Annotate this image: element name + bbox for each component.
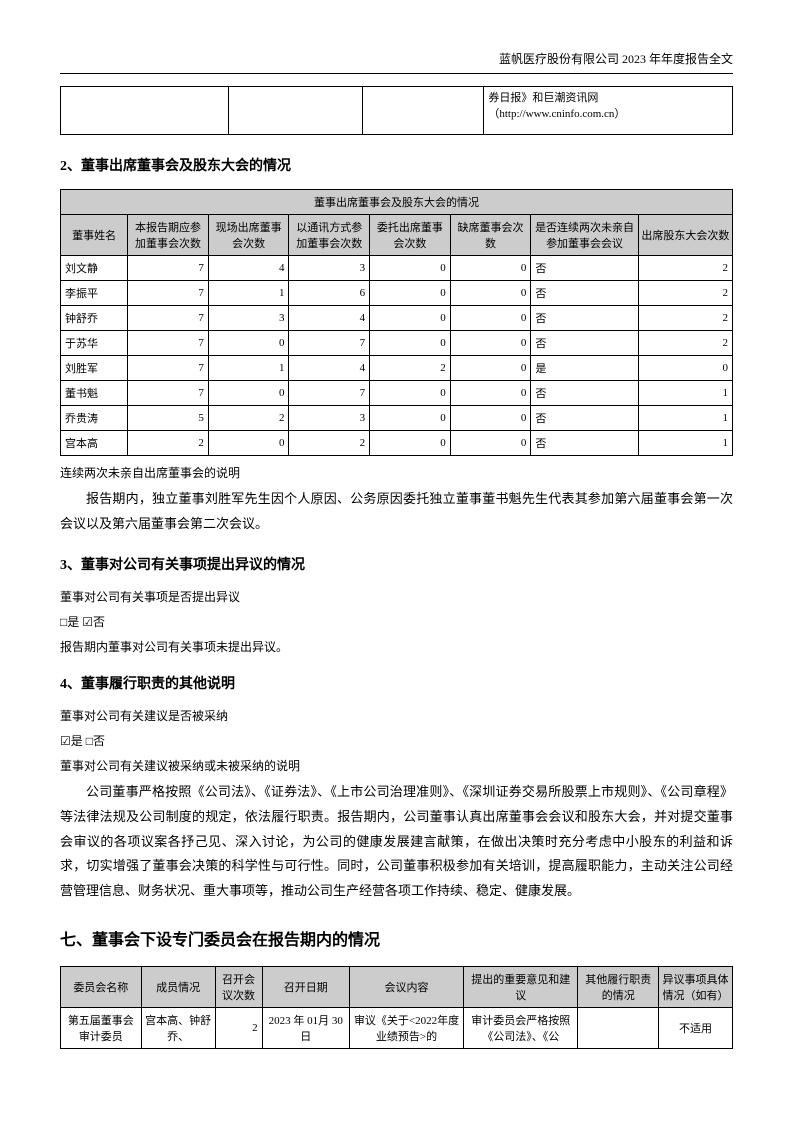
section4-checkbox: ☑是 □否	[60, 732, 733, 749]
top-cell-4: 券日报》和巨潮资讯网（http://www.cninfo.com.cn）	[484, 87, 733, 135]
page-header: 蓝帆医疗股份有限公司 2023 年年度报告全文	[60, 50, 733, 74]
table-row: 钟舒乔73400否2	[61, 306, 733, 331]
committee-col-3: 召开日期	[262, 966, 349, 1007]
committee-col-7: 异议事项具体情况（如有）	[659, 966, 733, 1007]
table-row: 于苏华70700否2	[61, 331, 733, 356]
top-cell-3	[363, 87, 484, 135]
col-header-6: 是否连续两次未亲自参加董事会会议	[531, 215, 639, 256]
section4-title: 4、董事履行职责的其他说明	[60, 673, 733, 693]
section4-para: 公司董事严格按照《公司法》、《证券法》、《上市公司治理准则》、《深圳证券交易所股…	[60, 780, 733, 903]
section3-title: 3、董事对公司有关事项提出异议的情况	[60, 554, 733, 574]
section3-line1: 董事对公司有关事项是否提出异议	[60, 588, 733, 605]
top-cell-1	[61, 87, 229, 135]
section2-title: 2、董事出席董事会及股东大会的情况	[60, 155, 733, 175]
top-reference-table: 券日报》和巨潮资讯网（http://www.cninfo.com.cn）	[60, 86, 733, 135]
table-row: 李振平71600否2	[61, 281, 733, 306]
committee-col-6: 其他履行职责的情况	[578, 966, 659, 1007]
table-row: 董书魁70700否1	[61, 381, 733, 406]
section2-note: 连续两次未亲自出席董事会的说明	[60, 464, 733, 481]
table-row: 宫本高20200否1	[61, 431, 733, 456]
committee-table: 委员会名称 成员情况 召开会议次数 召开日期 会议内容 提出的重要意见和建议 其…	[60, 966, 733, 1049]
committee-col-5: 提出的重要意见和建议	[464, 966, 578, 1007]
committee-col-4: 会议内容	[349, 966, 463, 1007]
committee-col-1: 成员情况	[141, 966, 215, 1007]
section3-checkbox: □是 ☑否	[60, 613, 733, 630]
col-header-4: 委托出席董事会次数	[370, 215, 451, 256]
section4-line1: 董事对公司有关建议是否被采纳	[60, 707, 733, 724]
section2-para: 报告期内，独立董事刘胜军先生因个人原因、公务原因委托独立董事董书魁先生代表其参加…	[60, 487, 733, 536]
attendance-table: 董事出席董事会及股东大会的情况 董事姓名 本报告期应参加董事会次数 现场出席董事…	[60, 189, 733, 456]
col-header-3: 以通讯方式参加董事会次数	[289, 215, 370, 256]
committee-row: 第五届董事会审计委员 宫本高、钟舒乔、 2 2023 年 01月 30 日 审议…	[61, 1007, 733, 1048]
section7-title: 七、董事会下设专门委员会在报告期内的情况	[60, 926, 733, 950]
section4-line2: 董事对公司有关建议被采纳或未被采纳的说明	[60, 757, 733, 774]
col-header-2: 现场出席董事会次数	[208, 215, 289, 256]
committee-col-2: 召开会议次数	[215, 966, 262, 1007]
table-row: 乔贵涛52300否1	[61, 406, 733, 431]
col-header-5: 缺席董事会次数	[450, 215, 531, 256]
section3-line2: 报告期内董事对公司有关事项未提出异议。	[60, 638, 733, 655]
col-header-name: 董事姓名	[61, 215, 128, 256]
top-cell-2	[229, 87, 363, 135]
table-row: 刘胜军71420是0	[61, 356, 733, 381]
committee-col-0: 委员会名称	[61, 966, 142, 1007]
col-header-1: 本报告期应参加董事会次数	[128, 215, 209, 256]
table-row: 刘文静74300否2	[61, 256, 733, 281]
attendance-table-title: 董事出席董事会及股东大会的情况	[61, 190, 733, 215]
col-header-7: 出席股东大会次数	[638, 215, 732, 256]
